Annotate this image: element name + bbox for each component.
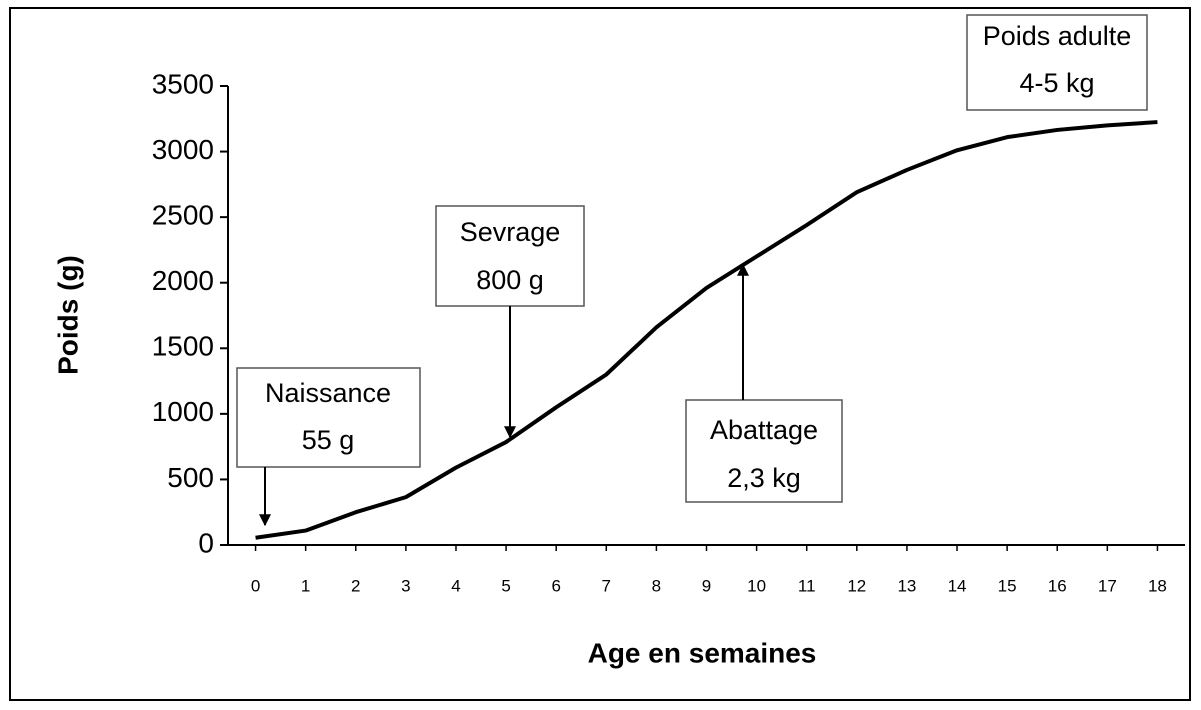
y-tick-label: 1000 <box>152 396 214 427</box>
x-tick-label: 9 <box>702 576 711 595</box>
y-tick-label: 1500 <box>152 331 214 362</box>
x-axis-label: Age en semaines <box>588 637 817 668</box>
x-tick-label: 7 <box>602 576 611 595</box>
line <box>255 120 1158 540</box>
annotation-text: 2,3 kg <box>727 463 801 493</box>
x-tick-label: 5 <box>501 576 510 595</box>
x-tick-label: 14 <box>948 576 967 595</box>
x-tick-label: 2 <box>351 576 360 595</box>
annotation-text: Naissance <box>265 378 391 408</box>
x-tick-label: 3 <box>401 576 410 595</box>
x-tick-label: 8 <box>652 576 661 595</box>
y-tick-label: 0 <box>198 527 214 558</box>
y-tick-label: 500 <box>167 462 214 493</box>
annotation-box <box>685 399 843 503</box>
annotation-box <box>966 14 1148 111</box>
x-tick-label: 0 <box>251 576 260 595</box>
x-tick-label: 6 <box>551 576 560 595</box>
annotation-text: 4-5 kg <box>1019 68 1094 98</box>
x-tick-label: 12 <box>847 576 866 595</box>
y-tick-label: 2500 <box>152 200 214 231</box>
x-tick-label: 17 <box>1098 576 1117 595</box>
x-tick-label: 11 <box>798 576 816 595</box>
annotation-box <box>236 367 421 468</box>
x-tick-label: 15 <box>998 576 1017 595</box>
x-tick-label: 4 <box>451 576 460 595</box>
frame <box>9 7 1191 701</box>
y-axis-label: Poids (g) <box>52 255 83 375</box>
annotation-text: Abattage <box>710 415 818 445</box>
x-tick-label: 16 <box>1048 576 1067 595</box>
x-tick-label: 13 <box>897 576 916 595</box>
y-tick-label: 2000 <box>152 265 214 296</box>
x-tick-label: 10 <box>747 576 766 595</box>
annotation-text: Poids adulte <box>983 21 1132 51</box>
y-tick-label: 3500 <box>152 68 214 99</box>
annotation-text: 55 g <box>302 425 355 455</box>
annotation-text: Sevrage <box>460 217 561 247</box>
x-tick-label: 18 <box>1148 576 1167 595</box>
y-tick-label: 3000 <box>152 134 214 165</box>
x-tick-label: 1 <box>301 576 310 595</box>
annotation-text: 800 g <box>476 265 544 295</box>
